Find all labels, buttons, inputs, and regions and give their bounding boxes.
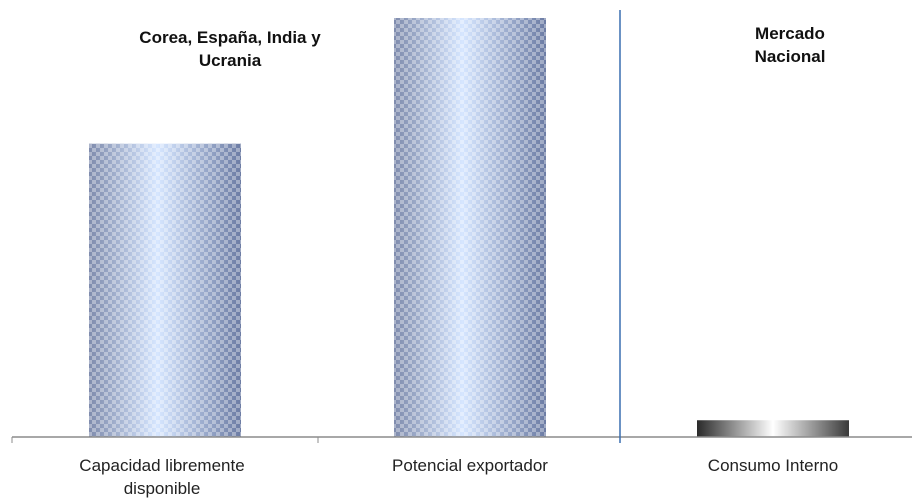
bar-texture [89, 143, 241, 437]
bar-texture [394, 18, 546, 437]
bars-layer [89, 18, 849, 437]
group-label-left: Corea, España, India y Ucrania [139, 28, 321, 70]
category-label-consumo: Consumo Interno [707, 456, 839, 475]
category-label-potencial: Potencial exportador [392, 456, 548, 475]
bar-consumo-interno [697, 420, 849, 437]
category-label-capacidad: Capacidad libremente disponible [79, 456, 245, 498]
group-label-right: Mercado Nacional [754, 24, 826, 66]
